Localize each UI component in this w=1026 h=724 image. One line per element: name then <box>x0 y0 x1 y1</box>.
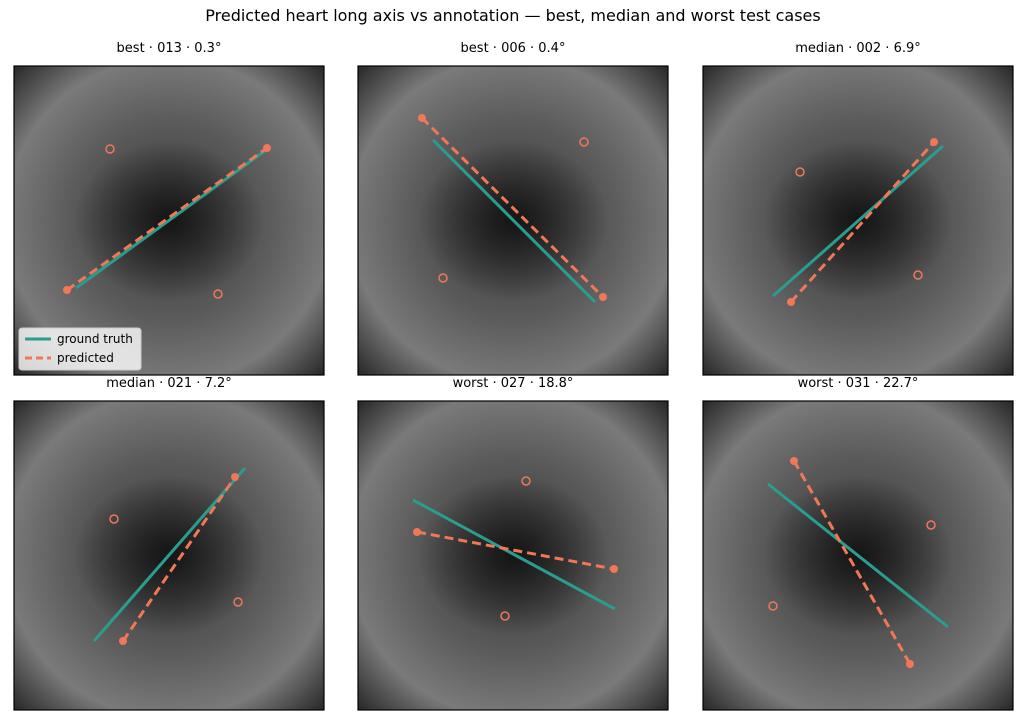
figure-title: Predicted heart long axis vs annotation … <box>205 6 820 25</box>
predicted-endpoint <box>787 298 795 306</box>
predicted-endpoint <box>413 528 421 536</box>
predicted-endpoint <box>418 114 426 122</box>
predicted-endpoint <box>63 286 71 294</box>
landmark <box>521 476 531 486</box>
landmark <box>438 273 448 283</box>
legend-label: predicted <box>57 351 114 365</box>
landmark <box>768 601 778 611</box>
landmark <box>233 597 243 607</box>
predicted-line <box>789 141 936 303</box>
panel-frame <box>357 65 669 376</box>
predicted-endpoint <box>930 138 938 146</box>
legend-label: ground truth <box>57 332 133 346</box>
predicted-endpoint <box>119 637 127 645</box>
panel <box>357 400 669 711</box>
predicted-line <box>416 530 615 571</box>
predicted-endpoint <box>906 660 914 668</box>
predicted-line <box>66 146 268 292</box>
panel-frame <box>702 400 1014 711</box>
ground-truth-line <box>412 498 616 611</box>
landmark <box>109 514 119 524</box>
landmark <box>105 144 115 154</box>
panel <box>357 65 669 376</box>
panel <box>13 65 325 376</box>
panel-title: best · 013 · 0.3° <box>117 41 222 56</box>
panel <box>702 65 1014 376</box>
panel-title: median · 021 · 7.2° <box>106 376 232 391</box>
predicted-line <box>792 460 912 665</box>
predicted-endpoint <box>599 293 607 301</box>
panel-frame <box>702 65 1014 376</box>
landmark <box>913 270 923 280</box>
predicted-endpoint <box>263 144 271 152</box>
panel-title: worst · 031 · 22.7° <box>798 376 919 391</box>
panel <box>13 400 325 711</box>
panel-frame <box>13 400 325 711</box>
panel-title: median · 002 · 6.9° <box>795 41 921 56</box>
landmark <box>926 520 936 530</box>
predicted-line <box>420 116 605 299</box>
predicted-line <box>121 476 237 642</box>
landmark <box>579 137 589 147</box>
predicted-endpoint <box>610 565 618 573</box>
landmark <box>500 611 510 621</box>
panel <box>702 400 1014 711</box>
ground-truth-line <box>767 482 949 629</box>
ground-truth-line <box>431 138 597 304</box>
panel-title: best · 006 · 0.4° <box>461 41 566 56</box>
panel-frame <box>357 400 669 711</box>
landmark <box>795 167 805 177</box>
predicted-endpoint <box>790 457 798 465</box>
panel-frame <box>13 65 325 376</box>
ground-truth-line <box>772 144 944 298</box>
legend: ground truth predicted <box>18 327 142 371</box>
panel-title: worst · 027 · 18.8° <box>453 376 574 391</box>
predicted-endpoint <box>231 473 239 481</box>
landmark <box>213 289 223 299</box>
